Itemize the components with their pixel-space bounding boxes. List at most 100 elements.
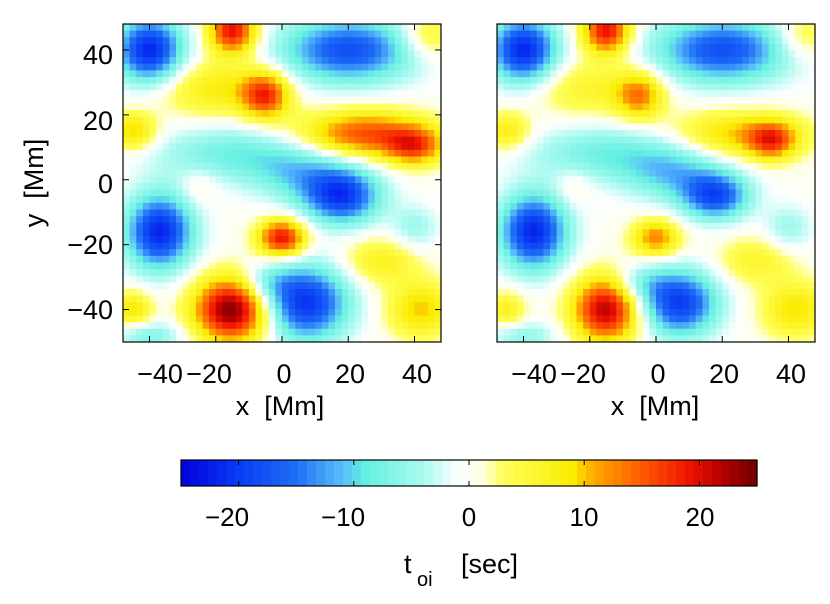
heatmap-cell xyxy=(689,302,697,310)
heatmap-cell xyxy=(229,143,237,151)
heatmap-cell xyxy=(255,30,263,38)
heatmap-cell xyxy=(123,30,131,38)
heatmap-cell xyxy=(795,202,803,211)
heatmap-cell xyxy=(407,282,416,290)
heatmap-cell xyxy=(235,70,243,78)
heatmap-cell xyxy=(361,249,369,257)
heatmap-cell xyxy=(301,169,310,177)
heatmap-cell xyxy=(301,302,310,310)
heatmap-cell xyxy=(328,70,336,78)
heatmap-cell xyxy=(215,156,223,164)
heatmap-cell xyxy=(255,328,263,336)
colorbar-step xyxy=(208,460,218,486)
heatmap-cell xyxy=(642,149,650,158)
heatmap-cell xyxy=(636,335,644,342)
heatmap-cell xyxy=(801,43,809,52)
heatmap-cell xyxy=(361,262,369,270)
heatmap-cell xyxy=(242,130,250,138)
heatmap-cell xyxy=(649,143,657,151)
heatmap-cell xyxy=(583,308,591,317)
heatmap-cell xyxy=(795,282,803,290)
heatmap-cell xyxy=(149,229,157,237)
heatmap-cell xyxy=(669,229,677,237)
heatmap-cell xyxy=(421,77,429,85)
heatmap-cell xyxy=(728,90,737,98)
heatmap-cell xyxy=(268,90,276,98)
heatmap-cell xyxy=(503,302,511,310)
heatmap-cell xyxy=(215,322,223,330)
heatmap-cell xyxy=(801,202,809,211)
heatmap-cell xyxy=(795,123,803,131)
heatmap-cell xyxy=(642,262,650,270)
heatmap-cell xyxy=(123,328,131,336)
heatmap-cell xyxy=(636,136,644,144)
heatmap-cell xyxy=(788,196,796,204)
heatmap-cell xyxy=(295,63,303,71)
heatmap-cell xyxy=(248,202,257,211)
heatmap-cell xyxy=(136,70,144,78)
heatmap-cell xyxy=(295,289,303,297)
heatmap-cell xyxy=(195,289,204,297)
heatmap-cell xyxy=(735,216,743,224)
heatmap-cell xyxy=(394,322,402,330)
heatmap-cell xyxy=(301,289,310,297)
heatmap-cell xyxy=(609,96,617,105)
heatmap-cell xyxy=(781,163,790,171)
heatmap-cell xyxy=(189,189,197,197)
heatmap-cell xyxy=(288,43,296,52)
heatmap-cell xyxy=(434,43,441,52)
heatmap-cell xyxy=(394,116,402,124)
heatmap-cell xyxy=(275,262,283,270)
heatmap-cell xyxy=(695,209,703,217)
heatmap-cell xyxy=(315,229,323,237)
heatmap-cell xyxy=(348,196,356,204)
heatmap-cell xyxy=(629,209,637,217)
heatmap-cell xyxy=(510,30,518,38)
heatmap-cell xyxy=(361,183,369,191)
heatmap-cell xyxy=(295,103,303,111)
heatmap-cell xyxy=(427,295,435,303)
heatmap-cell xyxy=(629,176,637,184)
heatmap-cell xyxy=(388,308,396,317)
heatmap-cell xyxy=(169,57,177,65)
heatmap-cell xyxy=(702,136,710,144)
heatmap-cell xyxy=(381,24,389,32)
heatmap-cell xyxy=(129,335,137,342)
heatmap-cell xyxy=(182,328,190,336)
heatmap-cell xyxy=(129,255,137,264)
heatmap-cell xyxy=(543,156,551,164)
heatmap-cell xyxy=(801,50,809,58)
heatmap-cell xyxy=(354,63,363,71)
heatmap-cell xyxy=(136,43,144,52)
heatmap-cell xyxy=(702,149,710,158)
heatmap-cell xyxy=(795,222,803,230)
right-x-tick-label: −20 xyxy=(560,359,606,389)
heatmap-cell xyxy=(275,322,283,330)
heatmap-cell xyxy=(583,189,591,197)
heatmap-cell xyxy=(268,328,276,336)
heatmap-cell xyxy=(530,156,538,164)
heatmap-cell xyxy=(381,202,389,211)
heatmap-cell xyxy=(202,50,210,58)
heatmap-cell xyxy=(669,202,677,211)
heatmap-cell xyxy=(235,322,243,330)
heatmap-cell xyxy=(722,163,730,171)
heatmap-cell xyxy=(189,63,197,71)
heatmap-cell xyxy=(229,295,237,303)
heatmap-cell xyxy=(222,315,230,323)
heatmap-cell xyxy=(156,209,164,217)
heatmap-cell xyxy=(315,249,323,257)
heatmap-cell xyxy=(388,24,396,32)
heatmap-cell xyxy=(374,322,382,330)
heatmap-cell xyxy=(222,123,230,131)
heatmap-cell xyxy=(622,169,631,177)
heatmap-cell xyxy=(550,222,558,230)
heatmap-cell xyxy=(229,322,237,330)
heatmap-cell xyxy=(808,328,815,336)
heatmap-cell xyxy=(497,149,505,158)
heatmap-cell xyxy=(603,136,611,144)
heatmap-cell xyxy=(162,143,170,151)
heatmap-cell xyxy=(808,30,815,38)
heatmap-cell xyxy=(497,123,505,131)
heatmap-cell xyxy=(248,189,257,197)
